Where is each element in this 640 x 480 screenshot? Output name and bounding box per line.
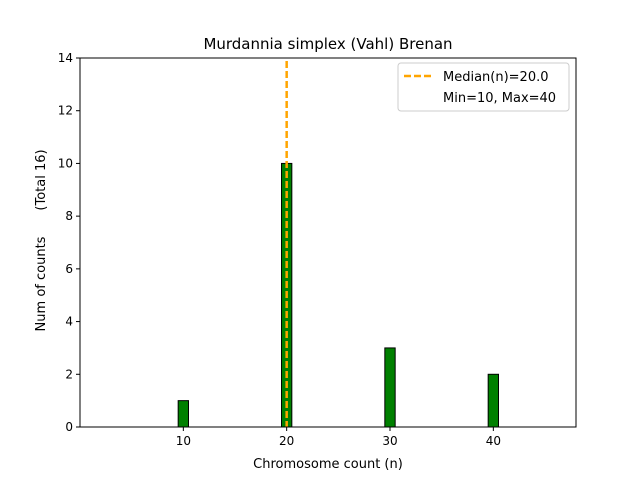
y-tick-label: 0 bbox=[65, 420, 73, 434]
bar-40 bbox=[487, 373, 499, 428]
y-tick-label: 14 bbox=[58, 51, 73, 65]
x-ticks: 10 20 30 40 bbox=[176, 427, 501, 448]
x-tick-label: 30 bbox=[382, 434, 397, 448]
y-axis-label: Num of counts bbox=[34, 236, 49, 331]
x-tick-label: 40 bbox=[486, 434, 501, 448]
legend-entry-median: Median(n)=20.0 bbox=[443, 70, 549, 85]
y-tick-label: 2 bbox=[65, 367, 73, 381]
bars bbox=[100, 162, 535, 428]
y-tick-label: 8 bbox=[65, 209, 73, 223]
x-tick-label: 10 bbox=[176, 434, 191, 448]
y-tick-label: 12 bbox=[58, 104, 73, 118]
legend-box bbox=[397, 62, 570, 112]
chart-title: Murdannia simplex (Vahl) Brenan bbox=[203, 35, 452, 53]
y-tick-label: 10 bbox=[58, 156, 73, 170]
y-ticks: 0 2 4 6 8 10 12 14 bbox=[58, 51, 80, 434]
legend-entry-minmax: Min=10, Max=40 bbox=[443, 91, 556, 106]
x-axis-label: Chromosome count (n) bbox=[253, 457, 403, 472]
plot-frame bbox=[79, 57, 577, 428]
x-tick-label: 20 bbox=[279, 434, 294, 448]
bar-10 bbox=[177, 400, 190, 428]
y-tick-label: 6 bbox=[65, 262, 73, 276]
bar-30 bbox=[384, 347, 396, 428]
legend: Median(n)=20.0 Min=10, Max=40 bbox=[397, 62, 570, 112]
y-axis-total-note: (Total 16) bbox=[34, 149, 49, 210]
y-tick-label: 4 bbox=[65, 315, 73, 329]
